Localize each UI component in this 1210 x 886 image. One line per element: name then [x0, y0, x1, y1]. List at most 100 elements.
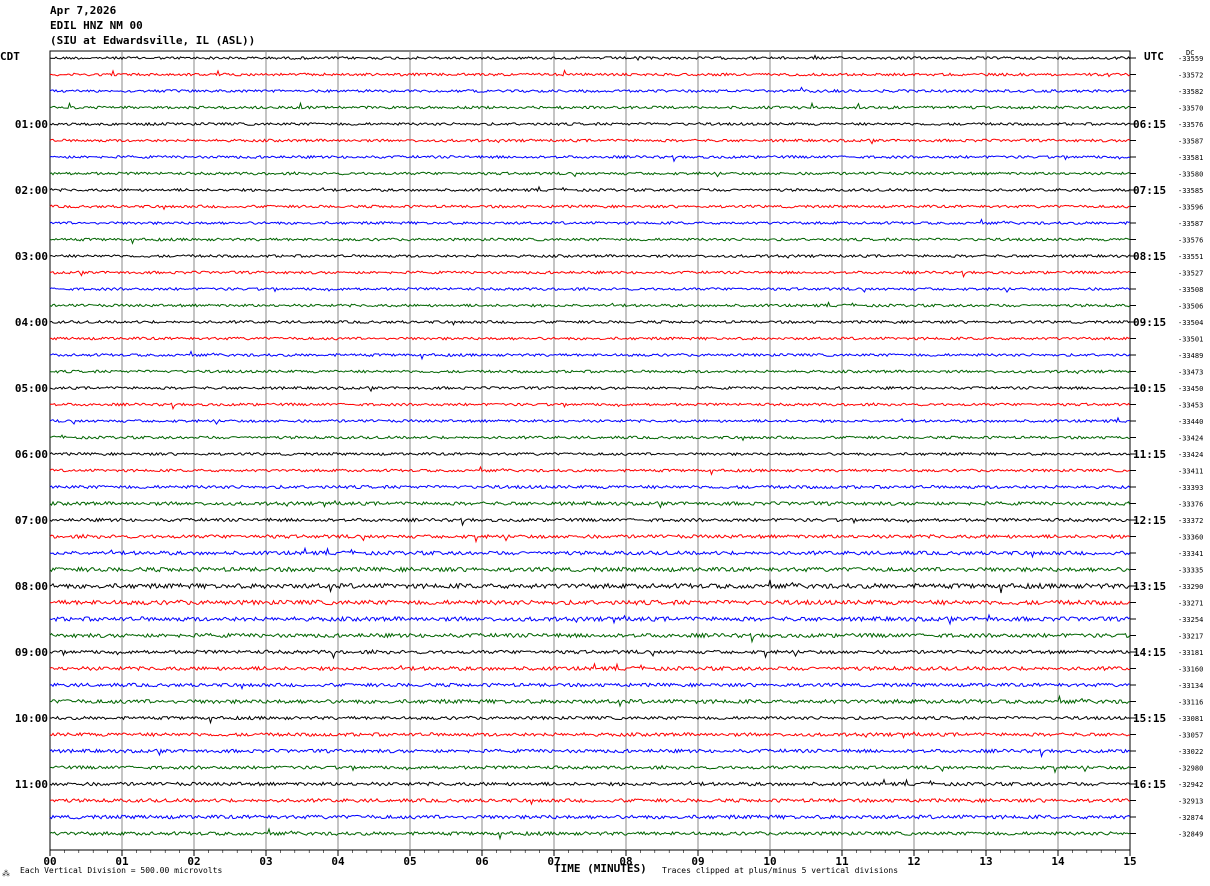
seismic-trace	[49, 385, 1131, 393]
trace-offset-label: -33501	[1178, 336, 1203, 344]
seismic-trace	[49, 715, 1131, 725]
x-tick-label: 11	[835, 855, 849, 868]
left-hour-label: 09:00	[15, 646, 48, 659]
trace-offset-label: -32849	[1178, 831, 1203, 839]
seismic-trace	[49, 218, 1131, 226]
seismic-trace	[49, 319, 1131, 327]
x-tick-label: 15	[1123, 855, 1136, 868]
right-timezone-label: UTC	[1144, 50, 1164, 63]
trace-offset-label: -33116	[1178, 699, 1203, 707]
trace-offset-label: -33440	[1178, 418, 1203, 426]
seismic-trace	[49, 138, 1131, 145]
trace-offset-label: -33559	[1178, 55, 1203, 63]
seismic-trace	[49, 86, 1131, 94]
seismic-trace	[49, 517, 1131, 527]
seismic-trace	[49, 270, 1130, 279]
trace-offset-label: -33057	[1178, 732, 1203, 740]
trace-offset-label: -33527	[1178, 270, 1203, 278]
right-hour-label: 16:15	[1133, 778, 1166, 791]
seismic-trace	[49, 546, 1131, 559]
seismic-trace	[49, 632, 1131, 644]
trace-offset-label: -33217	[1178, 633, 1203, 641]
scale-note: Each Vertical Division = 500.00 microvol…	[20, 866, 223, 875]
trace-offset-label: -33376	[1178, 501, 1203, 509]
seismic-trace	[49, 694, 1131, 708]
trace-offset-label: -33393	[1178, 484, 1203, 492]
trace-offset-label: -33134	[1178, 682, 1203, 690]
trace-offset-label: -33585	[1178, 187, 1203, 195]
seismic-trace	[49, 778, 1131, 787]
x-tick-label: 10	[763, 855, 776, 868]
seismic-trace	[49, 648, 1131, 660]
trace-offset-label: -33587	[1178, 220, 1203, 228]
left-hour-label: 10:00	[15, 712, 48, 725]
left-hour-label: 08:00	[15, 580, 48, 593]
seismic-trace	[49, 579, 1131, 594]
left-timezone-label: CDT	[0, 50, 20, 63]
seismic-trace	[49, 286, 1131, 294]
trace-offset-label: -33580	[1178, 171, 1203, 179]
trace-offset-label: -32980	[1178, 765, 1203, 773]
left-hour-label: 01:00	[15, 118, 48, 131]
seismic-trace	[49, 369, 1131, 375]
seismic-trace	[49, 253, 1131, 259]
x-tick-label: 08	[619, 855, 632, 868]
x-tick-label: 01	[115, 855, 129, 868]
seismic-trace	[49, 204, 1131, 211]
trace-offset-label: -33570	[1178, 105, 1203, 113]
x-tick-label: 00	[43, 855, 56, 868]
seismic-trace	[49, 301, 1131, 308]
x-tick-label: 13	[979, 855, 992, 868]
trace-offset-label: -33341	[1178, 550, 1203, 558]
seismic-trace	[49, 814, 1131, 820]
right-hour-label: 06:15	[1133, 118, 1166, 131]
x-tick-label: 04	[331, 855, 345, 868]
trace-offset-label: -33596	[1178, 204, 1203, 212]
trace-offset-label: -33290	[1178, 583, 1203, 591]
right-hour-label: 08:15	[1133, 250, 1166, 263]
left-hour-label: 11:00	[15, 778, 48, 791]
trace-offset-label: -33489	[1178, 352, 1203, 360]
seismic-trace	[49, 682, 1131, 691]
trace-offset-label: -33360	[1178, 534, 1203, 542]
seismic-trace	[49, 54, 1131, 62]
seismic-trace	[49, 533, 1131, 544]
seismic-trace	[49, 237, 1131, 245]
left-hour-label: 03:00	[15, 250, 48, 263]
plot-frame	[49, 50, 1131, 851]
x-tick-label: 05	[403, 855, 416, 868]
seismic-trace	[49, 566, 1131, 573]
trace-offset-label: -33576	[1178, 121, 1203, 129]
x-tick-label: 07	[547, 855, 560, 868]
trace-offset-label: -32942	[1178, 781, 1203, 789]
trace-offset-label: -33576	[1178, 237, 1203, 245]
seismic-trace	[49, 499, 1131, 509]
seismic-trace	[49, 121, 1131, 127]
left-hour-label: 02:00	[15, 184, 48, 197]
trace-offset-label: -33254	[1178, 616, 1203, 624]
right-hour-label: 13:15	[1133, 580, 1166, 593]
seismic-trace	[49, 185, 1131, 193]
trace-offset-label: -32874	[1178, 814, 1203, 822]
seismic-trace	[49, 434, 1131, 442]
x-tick-label: 06	[475, 855, 489, 868]
seismic-trace	[49, 730, 1131, 740]
trace-offset-label: -33081	[1178, 715, 1203, 723]
trace-offset-label: -33587	[1178, 138, 1203, 146]
trace-offset-label: -33582	[1178, 88, 1203, 96]
seismic-trace	[49, 402, 1131, 411]
seismic-trace	[49, 484, 1131, 490]
right-hour-label: 12:15	[1133, 514, 1166, 527]
seismic-trace	[49, 599, 1131, 606]
header-date: Apr 7,2026	[50, 4, 117, 17]
seismic-trace	[49, 764, 1131, 774]
seismic-trace	[49, 662, 1131, 672]
seismic-trace	[49, 465, 1131, 476]
x-tick-label: 12	[907, 855, 920, 868]
x-tick-label: 02	[187, 855, 200, 868]
seismic-trace	[49, 101, 1131, 110]
right-hour-label: 07:15	[1133, 184, 1166, 197]
trace-offset-label: -33424	[1178, 435, 1203, 443]
left-hour-label: 04:00	[15, 316, 48, 329]
header-station: EDIL HNZ NM 00	[50, 19, 143, 32]
